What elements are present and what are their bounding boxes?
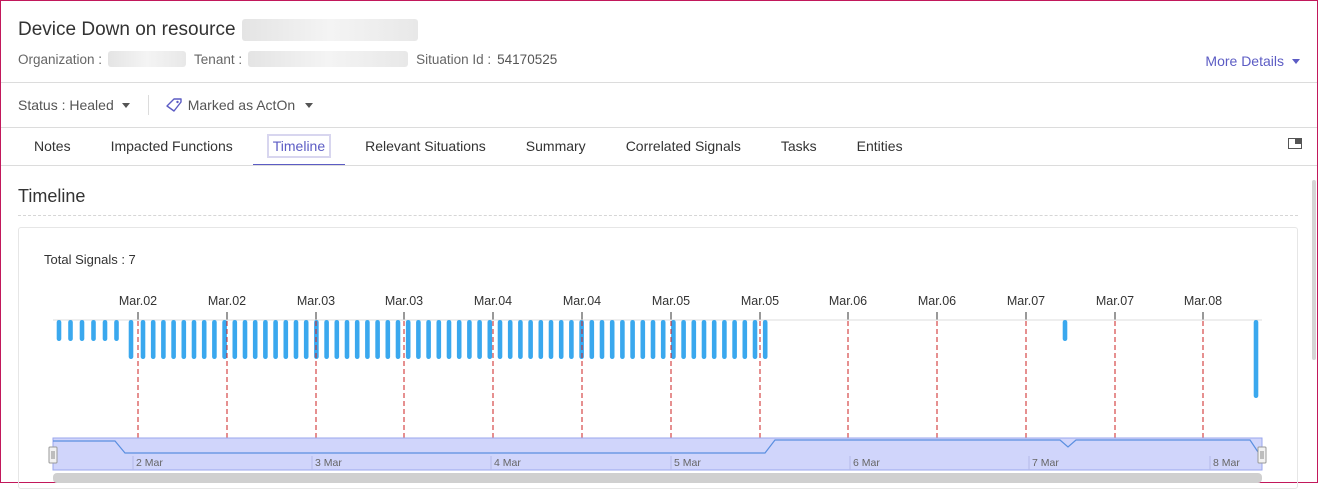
divider bbox=[1, 82, 1317, 83]
status-label: Status : Healed bbox=[18, 97, 114, 113]
page-title: Device Down on resource bbox=[18, 19, 236, 40]
tab-label: Relevant Situations bbox=[365, 138, 486, 154]
redacted-organization bbox=[108, 51, 187, 67]
total-signals: Total Signals : 7 bbox=[44, 252, 136, 267]
more-details-label: More Details bbox=[1205, 53, 1284, 69]
chevron-down-icon bbox=[121, 102, 130, 108]
redacted-resource-name bbox=[241, 19, 418, 41]
timeline-card bbox=[18, 227, 1298, 489]
action-dropdown[interactable]: Marked as ActOn bbox=[165, 97, 314, 113]
situation-id-label: Situation Id : bbox=[416, 51, 492, 67]
expand-panel-icon[interactable] bbox=[1288, 138, 1302, 149]
situation-header: Device Down on resource bbox=[18, 19, 418, 41]
divider bbox=[1, 127, 1317, 128]
tag-icon bbox=[166, 98, 182, 112]
divider bbox=[1, 165, 1317, 166]
marked-label: Marked as ActOn bbox=[187, 97, 296, 113]
status-dropdown[interactable]: Status : Healed bbox=[18, 97, 130, 113]
tab-impacted-functions[interactable]: Impacted Functions bbox=[91, 128, 253, 165]
tenant-label: Tenant : bbox=[194, 51, 243, 67]
tab-label: Impacted Functions bbox=[110, 138, 233, 154]
tab-bar: Notes Impacted Functions Timeline Releva… bbox=[14, 128, 923, 166]
tab-tasks[interactable]: Tasks bbox=[761, 128, 837, 165]
tab-entities[interactable]: Entities bbox=[837, 128, 923, 165]
tab-timeline[interactable]: Timeline bbox=[252, 128, 346, 166]
chevron-down-icon bbox=[1292, 58, 1300, 64]
section-title: Timeline bbox=[18, 186, 86, 206]
situation-id-value: 54170525 bbox=[497, 51, 558, 67]
more-details-button[interactable]: More Details bbox=[1205, 53, 1300, 69]
tab-label: Correlated Signals bbox=[625, 138, 741, 154]
tab-label: Notes bbox=[34, 138, 71, 154]
tab-label: Timeline bbox=[266, 134, 332, 158]
redacted-tenant bbox=[248, 51, 409, 67]
organization-label: Organization : bbox=[18, 51, 103, 67]
tab-label: Entities bbox=[856, 138, 903, 154]
tab-summary[interactable]: Summary bbox=[506, 128, 606, 165]
chevron-down-icon bbox=[305, 102, 314, 108]
status-bar: Status : Healed Marked as ActOn bbox=[18, 95, 314, 115]
divider bbox=[147, 95, 149, 115]
tab-notes[interactable]: Notes bbox=[14, 128, 91, 165]
page-scrollbar[interactable] bbox=[1312, 180, 1316, 360]
section-divider bbox=[18, 215, 1298, 216]
situation-meta: Organization : Tenant : Situation Id : 5… bbox=[18, 51, 557, 67]
tab-label: Tasks bbox=[780, 138, 817, 154]
tab-label: Summary bbox=[525, 138, 586, 154]
tab-relevant-situations[interactable]: Relevant Situations bbox=[345, 128, 506, 165]
tab-correlated-signals[interactable]: Correlated Signals bbox=[606, 128, 761, 165]
